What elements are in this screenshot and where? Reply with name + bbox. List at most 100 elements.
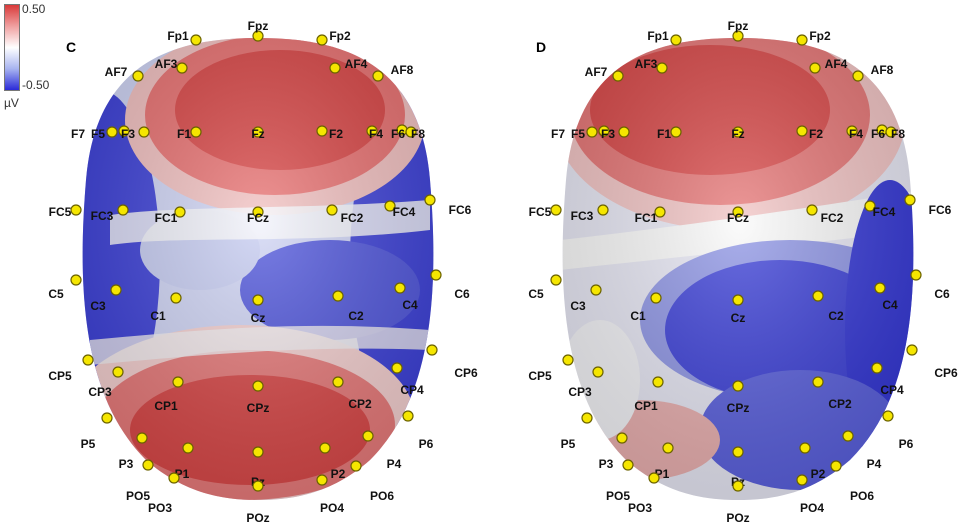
electrode-label-d-fc1: FC1 <box>635 211 658 225</box>
electrode-label-c-c5: C5 <box>48 287 64 301</box>
electrode-marker-d-fpz <box>732 30 744 42</box>
electrode-marker-d-c5 <box>550 274 562 286</box>
electrode-label-d-po3: PO3 <box>628 501 652 515</box>
panel-label-d: D <box>536 39 546 55</box>
electrode-marker-d-p6 <box>882 410 894 422</box>
electrode-marker-d-fp1 <box>670 34 682 46</box>
electrode-marker-d-f7 <box>586 126 598 138</box>
electrode-marker-d-f8 <box>885 126 897 138</box>
electrode-marker-d-fc3 <box>597 204 609 216</box>
electrode-label-d-f1: F1 <box>657 127 671 141</box>
electrode-marker-d-c3 <box>590 284 602 296</box>
electrode-label-d-c5: C5 <box>528 287 544 301</box>
electrode-label-c-fc3: FC3 <box>91 209 114 223</box>
electrode-marker-c-fc3 <box>117 204 129 216</box>
electrode-marker-c-fp1 <box>190 34 202 46</box>
electrodes-layer: Fp1 Fpz Fp2 AF7 AF3 AF4 AF8 F7 F5 F3 F1 Fz F2 F4 F6 F8 F… <box>48 19 958 523</box>
electrode-label-c-af4: AF4 <box>345 57 368 71</box>
electrode-label-c-p5: P5 <box>81 437 96 451</box>
electrode-label-c-cp2: CP2 <box>348 397 372 411</box>
electrode-marker-d-p4 <box>842 430 854 442</box>
electrode-label-d-fcz: FCz <box>727 211 749 225</box>
electrode-label-c-p6: P6 <box>419 437 434 451</box>
electrode-marker-c-cz <box>252 294 264 306</box>
electrode-marker-d-cz <box>732 294 744 306</box>
electrode-label-d-c3: C3 <box>570 299 586 313</box>
electrode-marker-c-af3 <box>176 62 188 74</box>
electrode-marker-c-po6 <box>350 460 362 472</box>
electrode-marker-d-f2 <box>796 125 808 137</box>
electrode-label-d-fp1: Fp1 <box>647 29 669 43</box>
electrode-marker-d-pz <box>732 446 744 458</box>
electrode-label-d-p6: P6 <box>899 437 914 451</box>
panel-label-c: C <box>66 39 76 55</box>
electrode-label-d-f5: F5 <box>571 127 585 141</box>
electrode-label-d-fc4: FC4 <box>873 205 896 219</box>
electrode-marker-c-po4 <box>316 474 328 486</box>
electrode-marker-d-c1 <box>650 292 662 304</box>
colorbar <box>4 4 20 91</box>
electrode-marker-d-fc5 <box>550 204 562 216</box>
electrode-label-d-fc2: FC2 <box>821 211 844 225</box>
electrode-label-d-po4: PO4 <box>800 501 824 515</box>
electrode-marker-c-f2 <box>316 125 328 137</box>
electrode-label-c-af8: AF8 <box>391 63 414 77</box>
electrode-label-d-p3: P3 <box>599 457 614 471</box>
electrode-marker-c-f4 <box>366 125 378 137</box>
electrode-marker-c-cp1 <box>172 376 184 388</box>
electrode-marker-d-fc2 <box>806 204 818 216</box>
electrode-label-c-cp6: CP6 <box>454 366 478 380</box>
electrode-label-c-cp4: CP4 <box>400 383 424 397</box>
electrode-marker-c-af7 <box>132 70 144 82</box>
electrode-label-c-p3: P3 <box>119 457 134 471</box>
electrode-marker-d-f3 <box>618 126 630 138</box>
electrode-marker-d-fp2 <box>796 34 808 46</box>
electrode-label-c-f7: F7 <box>71 127 85 141</box>
electrode-marker-d-f4 <box>846 125 858 137</box>
electrode-label-d-c6: C6 <box>934 287 950 301</box>
electrode-label-c-poz: POz <box>246 511 269 523</box>
electrode-marker-d-f1 <box>670 126 682 138</box>
electrode-label-d-fpz: Fpz <box>728 19 749 33</box>
electrode-marker-c-fc4 <box>384 200 396 212</box>
electrode-label-c-fc1: FC1 <box>155 211 178 225</box>
electrode-marker-c-f5 <box>118 125 130 137</box>
electrode-label-d-fp2: Fp2 <box>809 29 831 43</box>
electrode-marker-d-po6 <box>830 460 842 472</box>
electrode-marker-c-f1 <box>190 126 202 138</box>
electrode-marker-c-p4 <box>362 430 374 442</box>
electrode-label-c-f8: F8 <box>411 127 425 141</box>
electrode-marker-c-c6 <box>430 269 442 281</box>
electrode-marker-d-fc6 <box>904 194 916 206</box>
electrode-marker-c-cp2 <box>332 376 344 388</box>
electrode-label-c-f1: F1 <box>177 127 191 141</box>
electrode-marker-c-cp6 <box>426 344 438 356</box>
electrode-marker-c-fc6 <box>424 194 436 206</box>
electrode-label-d-cp3: CP3 <box>568 385 592 399</box>
electrode-marker-d-p2 <box>799 442 811 454</box>
electrode-marker-c-p2 <box>319 442 331 454</box>
electrode-marker-c-pz <box>252 446 264 458</box>
electrode-label-c-c4: C4 <box>402 298 418 312</box>
electrode-marker-c-p5 <box>101 412 113 424</box>
electrode-marker-d-c2 <box>812 290 824 302</box>
electrode-marker-d-fc1 <box>654 206 666 218</box>
electrode-label-c-fz: Fz <box>251 127 264 141</box>
electrode-label-d-af4: AF4 <box>825 57 848 71</box>
electrode-label-c-f4: F4 <box>369 127 383 141</box>
electrode-marker-d-cpz <box>732 380 744 392</box>
electrode-marker-d-po5 <box>622 459 634 471</box>
electrode-label-c-af7: AF7 <box>105 65 128 79</box>
electrode-label-d-af3: AF3 <box>635 57 658 71</box>
electrode-marker-c-f7 <box>106 126 118 138</box>
electrode-label-d-po6: PO6 <box>850 489 874 503</box>
electrode-label-d-f6: F6 <box>871 127 885 141</box>
electrode-marker-d-cp1 <box>652 376 664 388</box>
electrode-marker-c-c5 <box>70 274 82 286</box>
electrode-marker-d-po3 <box>648 472 660 484</box>
head-map-c <box>82 38 434 500</box>
electrode-marker-d-af3 <box>656 62 668 74</box>
electrode-label-d-fc5: FC5 <box>529 205 552 219</box>
electrode-label-d-cz: Cz <box>731 311 746 325</box>
